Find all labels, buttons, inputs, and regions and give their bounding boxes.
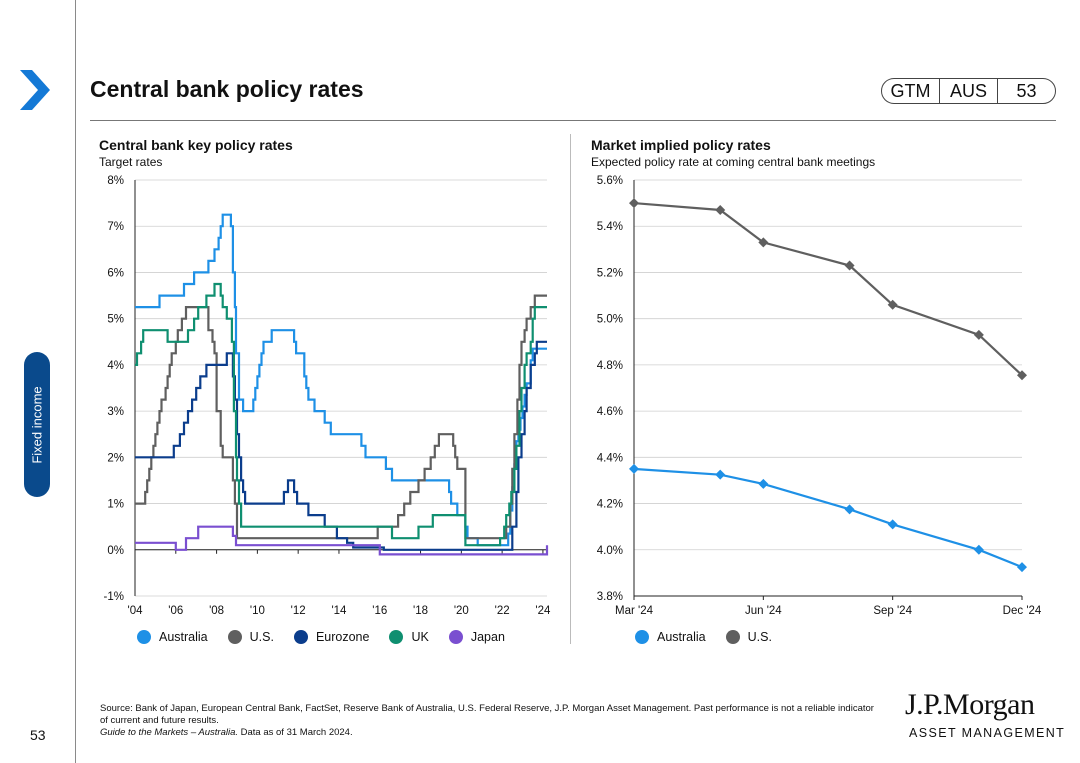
x-tick-label: '04 bbox=[128, 605, 144, 617]
footer-source: Source: Bank of Japan, European Central … bbox=[100, 703, 880, 739]
y-tick-label: 4% bbox=[107, 360, 124, 372]
data-point-australia bbox=[758, 478, 769, 489]
section-tab[interactable]: Fixed income bbox=[24, 352, 50, 497]
y-tick-label: 5.2% bbox=[597, 267, 623, 279]
section-tab-label: Fixed income bbox=[29, 385, 45, 464]
source-note: Source: Bank of Japan, European Central … bbox=[100, 703, 874, 726]
data-note: Guide to the Markets – Australia. Data a… bbox=[100, 727, 353, 738]
right-chart-title: Market implied policy rates bbox=[591, 137, 771, 153]
page-number: 53 bbox=[30, 727, 46, 743]
x-tick-label: Jun '24 bbox=[745, 605, 782, 617]
right-legend: Australia U.S. bbox=[635, 630, 792, 644]
y-tick-label: 5% bbox=[107, 314, 124, 326]
legend-eurozone: Eurozone bbox=[293, 630, 369, 644]
right-chart-subtitle: Expected policy rate at coming central b… bbox=[591, 155, 876, 169]
data-point-australia bbox=[887, 519, 898, 530]
series-line-us bbox=[135, 294, 547, 540]
y-tick-label: 6% bbox=[107, 267, 124, 279]
x-tick-label: '20 bbox=[454, 605, 469, 617]
data-point-us bbox=[973, 329, 984, 340]
y-tick-label: 1% bbox=[107, 499, 124, 511]
series-line-uk bbox=[135, 282, 547, 547]
legend-us: U.S. bbox=[227, 630, 274, 644]
x-tick-label: '14 bbox=[331, 605, 347, 617]
left-chart-title: Central bank key policy rates bbox=[99, 137, 293, 153]
data-point-australia bbox=[844, 504, 855, 515]
gtm-badge: GTM AUS 53 bbox=[881, 78, 1056, 104]
y-tick-label: 5.4% bbox=[597, 221, 623, 233]
series-line-eurozone bbox=[135, 340, 547, 551]
x-tick-label: '16 bbox=[372, 605, 387, 617]
x-tick-label: '10 bbox=[250, 605, 265, 617]
series-line-australia bbox=[633, 467, 1023, 569]
x-tick-label: '22 bbox=[495, 605, 510, 617]
policy-rates-chart: -1% 0% 1% 2% 3% 4% 5% 6% 7% 8% '04 '06 '08 '10 '12 '14 '… bbox=[104, 175, 551, 617]
x-tick-label: '08 bbox=[209, 605, 224, 617]
x-tick-label: '12 bbox=[291, 605, 306, 617]
data-point-australia bbox=[1017, 562, 1027, 573]
chevron-right-icon bbox=[20, 70, 50, 110]
legend-japan: Japan bbox=[448, 630, 505, 644]
sidebar-divider bbox=[75, 0, 76, 763]
y-tick-label: 4.4% bbox=[597, 452, 623, 464]
legend-uk: UK bbox=[389, 630, 429, 644]
data-point-australia bbox=[715, 469, 726, 480]
data-point-us bbox=[758, 237, 769, 248]
y-tick-label: -1% bbox=[104, 591, 124, 603]
title-rule bbox=[90, 120, 1056, 121]
x-tick-label: Sep '24 bbox=[873, 605, 912, 617]
data-point-us bbox=[629, 198, 639, 209]
badge-page: 53 bbox=[1016, 81, 1037, 101]
y-tick-label: 8% bbox=[107, 175, 124, 187]
data-point-australia bbox=[629, 463, 639, 474]
legend-australia: Australia bbox=[137, 630, 208, 644]
y-tick-label: 4.2% bbox=[597, 499, 623, 511]
y-tick-label: 5.6% bbox=[597, 175, 623, 187]
chart-divider bbox=[570, 134, 571, 644]
left-legend: Australia U.S. Eurozone UK Japan bbox=[137, 630, 525, 644]
asset-management-logo: ASSET MANAGEMENT bbox=[909, 726, 1066, 740]
badge-region: AUS bbox=[949, 81, 987, 101]
y-tick-label: 3% bbox=[107, 406, 124, 418]
data-point-us bbox=[1017, 370, 1027, 381]
implied-rates-chart: 3.8% 4.0% 4.2% 4.4% 4.6% 4.8% 5.0% 5.2% 5.4% 5.6%… bbox=[597, 175, 1042, 617]
y-tick-label: 2% bbox=[107, 452, 124, 464]
y-tick-label: 3.8% bbox=[597, 591, 623, 603]
y-tick-label: 4.8% bbox=[597, 360, 623, 372]
legend-australia-implied: Australia bbox=[635, 630, 706, 644]
x-tick-label: Dec '24 bbox=[1003, 605, 1042, 617]
legend-us-implied: U.S. bbox=[725, 630, 772, 644]
x-tick-label: Mar '24 bbox=[615, 605, 654, 617]
y-tick-label: 0% bbox=[107, 545, 124, 557]
x-tick-label: '24 bbox=[535, 605, 551, 617]
series-line-japan bbox=[135, 525, 549, 556]
y-tick-label: 4.6% bbox=[597, 406, 623, 418]
series-line-us bbox=[633, 202, 1023, 377]
data-point-australia bbox=[973, 544, 984, 555]
x-tick-label: '18 bbox=[413, 605, 428, 617]
badge-gtm: GTM bbox=[890, 81, 931, 101]
jpmorgan-logo: J.P.Morgan bbox=[905, 688, 1035, 721]
series-line-australia bbox=[135, 213, 547, 547]
y-tick-label: 7% bbox=[107, 221, 124, 233]
y-tick-label: 4.0% bbox=[597, 545, 623, 557]
y-tick-label: 5.0% bbox=[597, 314, 623, 326]
page-title: Central bank policy rates bbox=[90, 76, 364, 102]
x-tick-label: '06 bbox=[168, 605, 183, 617]
data-point-us bbox=[887, 299, 898, 310]
left-chart-subtitle: Target rates bbox=[99, 155, 163, 169]
data-point-us bbox=[844, 260, 855, 271]
data-point-us bbox=[715, 205, 726, 216]
